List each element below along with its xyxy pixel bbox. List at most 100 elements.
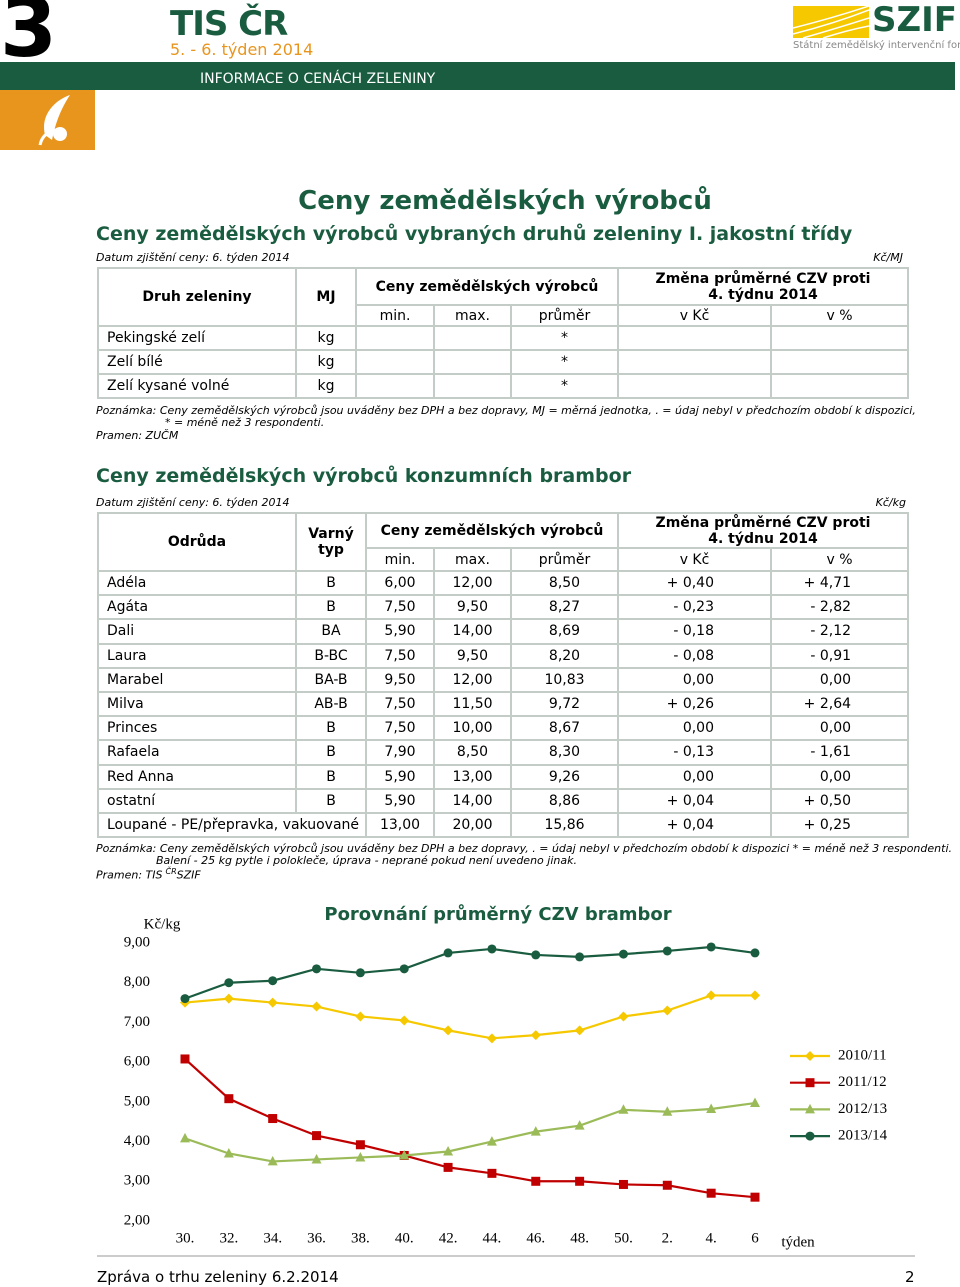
cell (355, 373, 435, 399)
header-row: Druh zeleniny MJ Ceny zemědělských výrobců… (97, 267, 910, 327)
cell: 14,00 (433, 787, 512, 814)
marker (618, 1104, 629, 1114)
footer: Zpráva o trhu zeleniny 6.2.2014 (97, 1268, 339, 1286)
header-cell: Ceny zemědělských výrobců (365, 512, 619, 549)
y-tick-label: 6,00 (124, 1054, 150, 1070)
marker (530, 1126, 541, 1136)
cell: 13,00 (433, 763, 512, 790)
line (184, 1058, 756, 1199)
cell: 8,86 (510, 787, 619, 814)
x-tick-label: 6 (751, 1230, 759, 1246)
marker (750, 1192, 760, 1202)
unit: Kč/kg (875, 496, 906, 509)
legend-label: 2011/12 (838, 1074, 887, 1090)
y-tick-label: 5,00 (124, 1093, 150, 1109)
legend-label: 2010/11 (838, 1047, 887, 1063)
logo-mark (793, 6, 869, 38)
cell: 9,72 (510, 690, 619, 718)
cell: 7,50 (365, 594, 435, 621)
marker (311, 1001, 322, 1012)
marker (443, 1025, 454, 1036)
marker (706, 942, 716, 952)
section-title: Ceny zemědělských výrobců konzumních bra… (96, 465, 632, 487)
cell: 5,90 (365, 763, 435, 790)
row: Red Anna B 5,90 13,00 9,26 0,00 0,00 (97, 763, 910, 790)
banner-bar (0, 62, 955, 90)
cell: 6,00 (365, 569, 435, 597)
cell: - 0,13 (617, 739, 772, 766)
cell (617, 325, 772, 351)
header-cell: v % (769, 547, 910, 572)
source-sup: ČR (165, 867, 177, 876)
header-row: min. max. průměr v Kč v % (98, 304, 910, 327)
marker (180, 994, 190, 1004)
footer-rule (97, 1255, 915, 1257)
cell: + 0,25 (769, 811, 910, 839)
marker (531, 950, 541, 960)
x-tick-label: 44. (483, 1230, 502, 1246)
line (184, 945, 756, 1000)
x-axis-label: týden (781, 1234, 815, 1250)
marker (312, 964, 322, 974)
logo: SZIF (872, 0, 958, 40)
cell: Laura (97, 642, 297, 669)
cell: 7,50 (365, 690, 435, 718)
marker (399, 964, 409, 974)
cell: B-BC (295, 642, 367, 669)
row: Pekingské zelí kg * (97, 325, 910, 351)
x-tick-label: 46. (526, 1230, 545, 1246)
x-tick-label: 32. (219, 1230, 238, 1246)
y-axis-label: Kč/kg (144, 916, 181, 932)
cell: B (295, 763, 367, 790)
cell: - 0,91 (769, 642, 910, 669)
cell: B (295, 594, 367, 621)
logo-subtitle: Státní zemědělský intervenční fond (793, 40, 960, 51)
marker (399, 1015, 410, 1026)
y-tick-label: 9,00 (124, 934, 150, 950)
marker (706, 1103, 717, 1114)
cell: - 0,08 (617, 642, 772, 669)
header-cell: Druh zeleniny (97, 267, 297, 327)
brand: TIS ČR (170, 4, 288, 44)
marker (180, 1132, 190, 1143)
header-cell: Změna průměrné CZV proti 4. týdnu 2014 (616, 512, 910, 549)
cell: 11,50 (433, 690, 512, 718)
cell: + 0,26 (617, 690, 772, 718)
row: Zelí kysané volné kg * (97, 373, 910, 399)
header-row: min. max. průměr v Kč v % (98, 547, 910, 572)
marker (618, 1011, 629, 1022)
cell: + 0,40 (617, 569, 772, 597)
cell: Dali (97, 618, 297, 645)
cell: BA (295, 618, 367, 645)
marker (487, 1168, 497, 1178)
cell (355, 325, 435, 351)
issue-number: 3 (0, 0, 58, 76)
x-tick-label: 30. (176, 1230, 195, 1246)
cell: 8,20 (510, 642, 619, 669)
row: Princes B 7,50 10,00 8,67 0,00 0,00 (97, 715, 910, 742)
marker (355, 1011, 366, 1022)
cell: kg (295, 349, 357, 375)
y-tick-label: 7,00 (124, 1014, 150, 1030)
header-cell: min. (365, 547, 435, 572)
row: Rafaela B 7,90 8,50 8,30- 0,13- 1,61 (97, 739, 910, 766)
marker (574, 1120, 585, 1130)
cell: 0,00 (617, 666, 772, 693)
cell: 12,00 (433, 666, 512, 693)
marker (223, 993, 234, 1004)
cell (769, 325, 910, 351)
marker (662, 1180, 672, 1190)
cell: + 0,04 (617, 787, 772, 814)
marker (706, 1188, 716, 1198)
cell: - 2,12 (769, 618, 910, 645)
marker (224, 1094, 234, 1104)
cell: 20,00 (433, 811, 512, 839)
x-tick-label: 36. (307, 1230, 326, 1246)
marker (662, 1005, 673, 1016)
marker (355, 1140, 365, 1150)
y-tick-label: 4,00 (124, 1133, 150, 1149)
marker (486, 1033, 497, 1044)
table: Odrůda Varný typ Ceny zemědělských výrobců… (97, 512, 910, 839)
marker (267, 1155, 278, 1166)
x-tick-label: 50. (614, 1230, 633, 1246)
